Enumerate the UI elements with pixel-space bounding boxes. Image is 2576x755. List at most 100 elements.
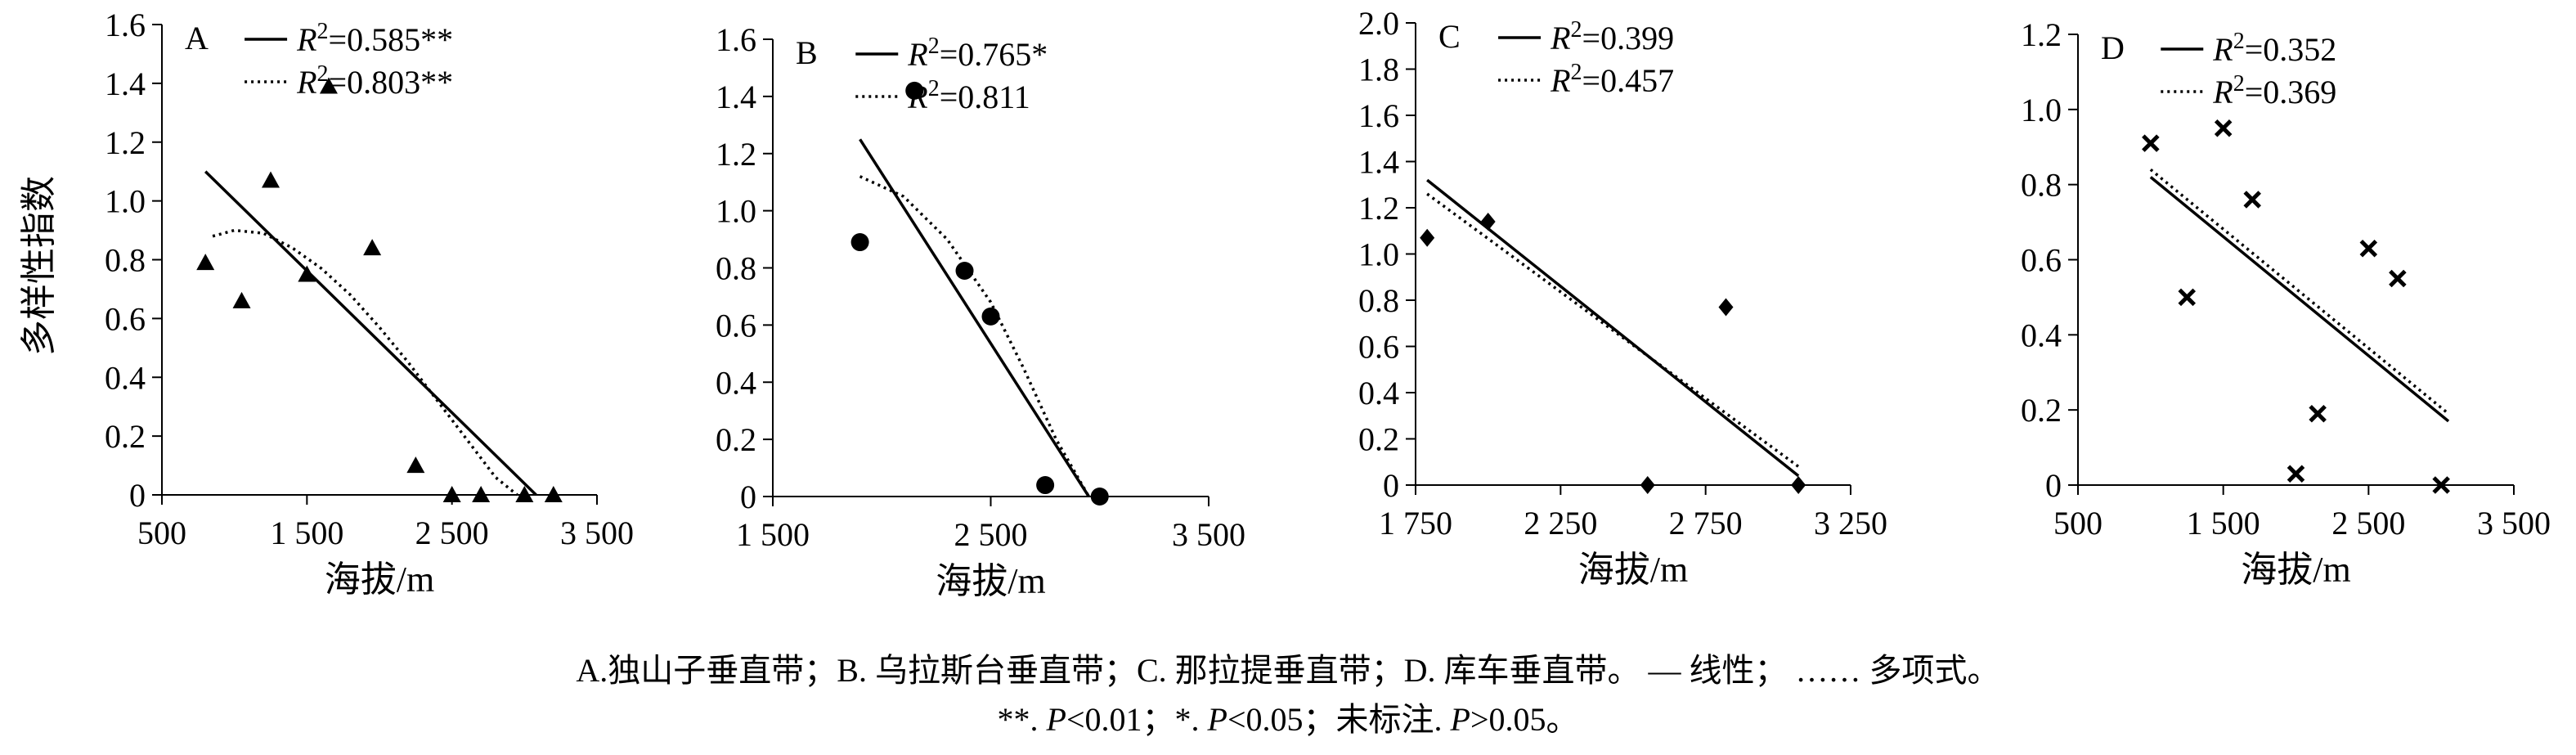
y-tick-label: 1.2	[105, 124, 146, 161]
data-point-triangle	[406, 456, 425, 474]
polynomial-fit-line	[1426, 192, 1800, 468]
data-point-triangle	[544, 486, 563, 502]
x-tick-label: 1 500	[2187, 505, 2260, 542]
y-tick-label: 1.6	[105, 7, 146, 43]
cross-stroke	[2243, 191, 2261, 209]
x-tick-label: 1 500	[736, 516, 810, 553]
x-tick-label: 1 500	[270, 515, 343, 551]
data-point-cross	[2432, 476, 2450, 494]
x-tick-label: 2 500	[415, 515, 489, 551]
figure-caption-line1: A.独山子垂直带；B. 乌拉斯台垂直带；C. 那拉提垂直带；D. 库车垂直带。 …	[576, 652, 2000, 689]
x-tick-label: 500	[2053, 505, 2103, 542]
y-tick-label: 1.8	[1358, 52, 1399, 88]
polynomial-fit-line	[2149, 168, 2450, 416]
x-axis-label: 海拔/m	[325, 560, 434, 600]
data-point-triangle	[298, 265, 316, 282]
x-tick-label: 2 500	[2331, 505, 2405, 542]
data-point-diamond	[1480, 212, 1496, 231]
cross-stroke	[2214, 119, 2233, 137]
data-point-diamond	[1420, 228, 1435, 247]
y-tick-label: 1.0	[716, 193, 756, 230]
legend-label: R2=0.369	[2212, 71, 2336, 111]
x-axis-label: 海拔/m	[2241, 550, 2350, 590]
y-tick-label: 1.6	[1358, 97, 1399, 134]
y-tick-label: 0.8	[105, 242, 146, 279]
cross-stroke	[2178, 288, 2197, 307]
data-point-cross	[2178, 288, 2197, 307]
y-tick-label: 0.2	[105, 418, 146, 455]
cross-stroke	[2359, 239, 2378, 258]
linear-fit-line	[204, 170, 537, 497]
x-tick-label: 500	[137, 515, 186, 551]
data-point-triangle	[515, 486, 534, 502]
y-tick-label: 0.8	[1358, 282, 1399, 319]
y-tick-label: 0	[2045, 467, 2062, 504]
y-tick-label: 0.6	[2021, 242, 2062, 279]
y-tick-label: 1.4	[1358, 144, 1399, 181]
y-tick-label: 1.0	[105, 183, 146, 220]
cross-stroke	[2287, 465, 2305, 483]
x-tick-label: 3 500	[560, 515, 634, 551]
y-tick-label: 0.4	[1358, 375, 1399, 411]
x-tick-label: 2 250	[1524, 505, 1597, 542]
x-tick-label: 1 750	[1379, 505, 1452, 542]
y-tick-label: 1.2	[716, 136, 756, 173]
data-point-cross	[2214, 119, 2233, 137]
cross-stroke	[2142, 134, 2160, 152]
legend-label: R2=0.765*	[907, 34, 1048, 74]
y-tick-label: 0.8	[2021, 167, 2062, 204]
y-tick-label: 1.0	[2021, 92, 2062, 128]
y-tick-label: 0.2	[1358, 421, 1399, 458]
data-point-cross	[2389, 269, 2407, 288]
data-point-cross	[2287, 465, 2305, 483]
data-point-cross	[2142, 134, 2160, 152]
panel-label: D	[2101, 29, 2125, 66]
y-tick-label: 0	[1383, 467, 1399, 504]
legend-label: R2=0.352	[2212, 29, 2336, 69]
x-tick-label: 2 750	[1669, 505, 1743, 542]
chart-panel-c: 0 0.2 0.4 0.6 0.8 1.0 1.2 1.4 1.6 1.8 2.0 1 750 2 25…	[1358, 5, 1887, 590]
panel-label: B	[796, 34, 818, 71]
y-tick-label: 1.4	[105, 65, 146, 102]
x-axis-label: 海拔/m	[1578, 550, 1688, 590]
y-tick-label: 0.2	[716, 421, 756, 458]
data-point-triangle	[262, 171, 280, 188]
x-tick-label: 2 500	[954, 516, 1028, 553]
data-point-diamond	[1718, 298, 1734, 317]
cross-stroke	[2432, 476, 2450, 494]
y-tick-label: 0	[129, 477, 146, 514]
data-point-cross	[2243, 191, 2261, 209]
chart-panel-b: 0 0.2 0.4 0.6 0.8 1.0 1.2 1.4 1.6 1 500 2 500 3 500…	[716, 21, 1245, 601]
y-tick-label: 0.2	[2021, 392, 2062, 429]
data-point-triangle	[442, 486, 461, 502]
legend-label: R2=0.585**	[296, 19, 453, 59]
y-tick-label: 0.6	[1358, 329, 1399, 366]
y-tick-label: 1.4	[716, 79, 756, 115]
y-tick-label: 0.6	[716, 307, 756, 344]
legend-label: R2=0.811	[907, 76, 1030, 116]
data-point-circle	[905, 81, 924, 100]
figure-caption-line2: **. P<0.01；*. P<0.05；未标注. P>0.05。	[997, 701, 1579, 738]
panel-label: A	[185, 20, 209, 56]
data-point-triangle	[472, 486, 491, 502]
y-tick-label: 0.8	[716, 250, 756, 287]
y-tick-label: 1.2	[2021, 16, 2062, 53]
panel-label: C	[1438, 18, 1461, 55]
data-point-triangle	[363, 239, 382, 256]
y-tick-label: 1.0	[1358, 236, 1399, 273]
data-point-circle	[1036, 476, 1055, 495]
x-tick-label: 3 500	[1172, 516, 1245, 553]
data-point-triangle	[196, 254, 215, 271]
linear-fit-line	[859, 138, 1090, 497]
polynomial-fit-line	[859, 175, 1090, 497]
data-point-circle	[981, 307, 1000, 326]
cross-stroke	[2309, 404, 2327, 423]
chart-panel-d: 0 0.2 0.4 0.6 0.8 1.0 1.2 500 1 500 2 500 3 500 海拔/…	[2021, 16, 2551, 590]
linear-fit-line	[1426, 178, 1800, 478]
cross-stroke	[2389, 269, 2407, 288]
data-point-diamond	[1791, 476, 1806, 494]
polynomial-fit-line	[212, 228, 518, 497]
x-tick-label: 3 250	[1814, 505, 1887, 542]
x-tick-label: 3 500	[2477, 505, 2551, 542]
